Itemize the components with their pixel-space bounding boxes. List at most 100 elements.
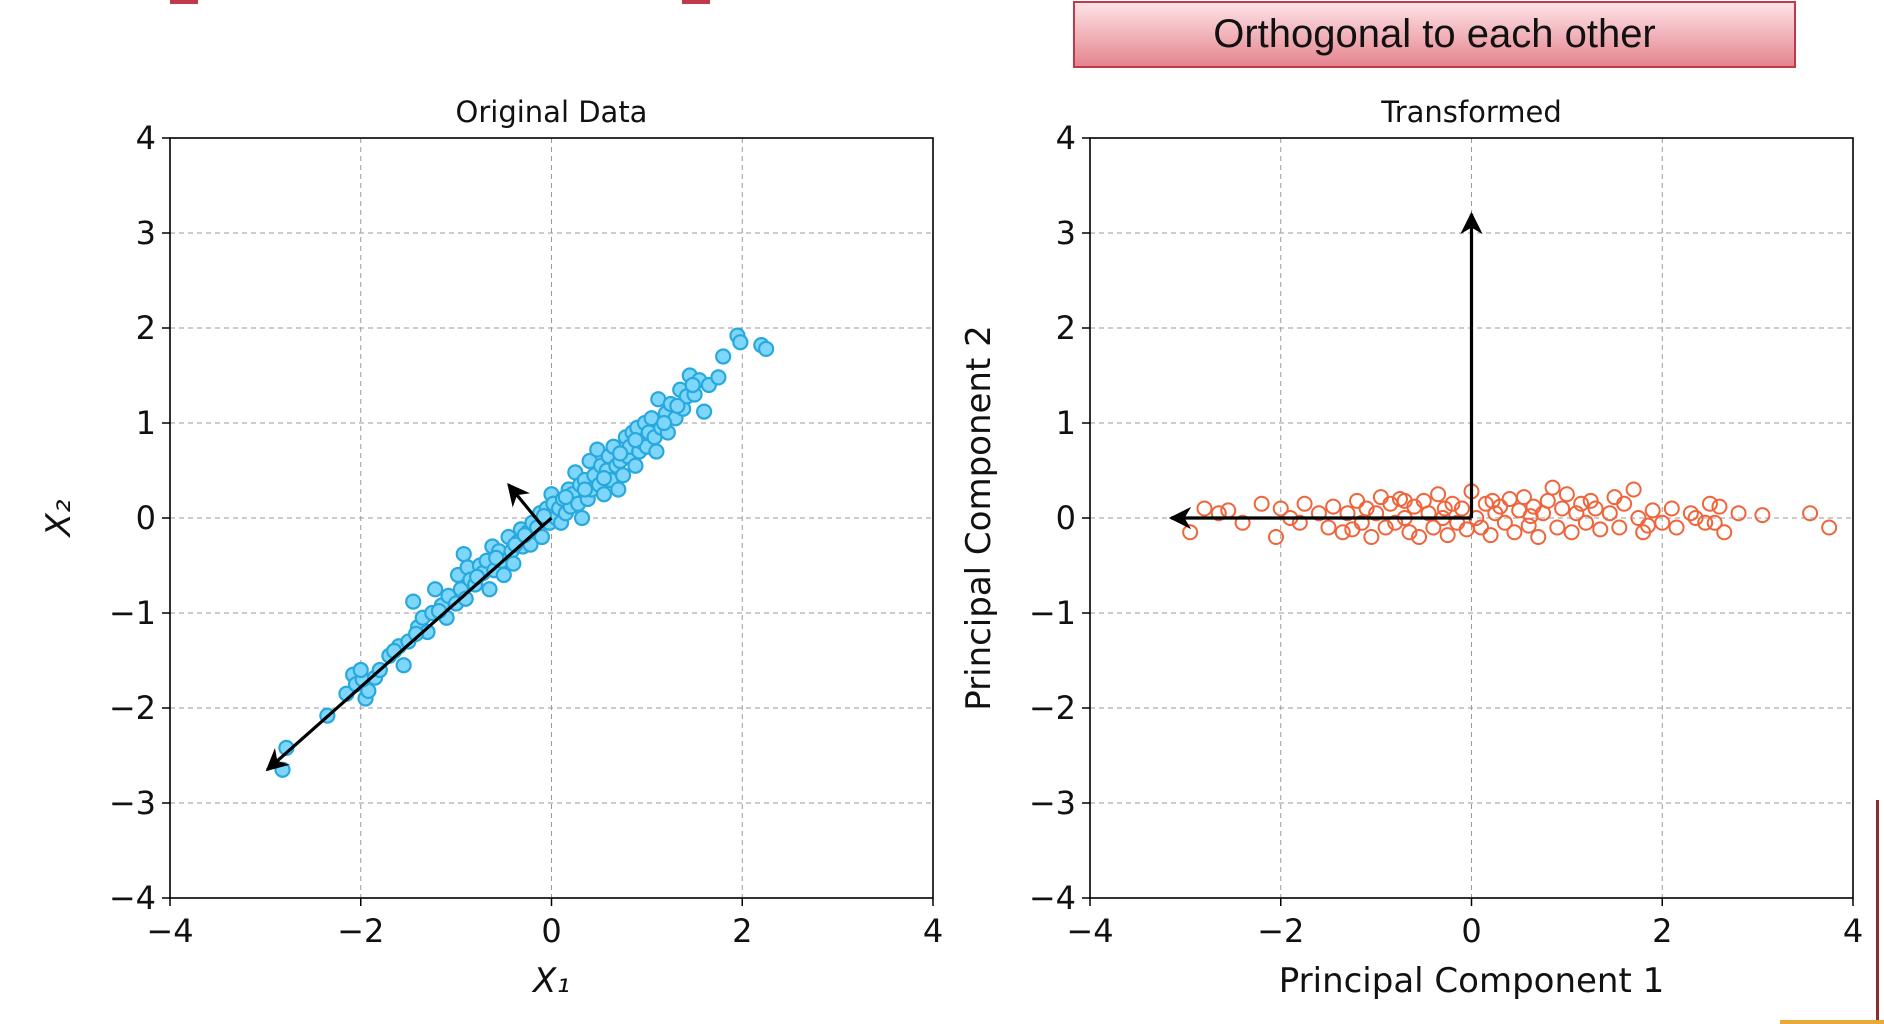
y-tick-label: 2 <box>1056 309 1076 347</box>
data-point <box>1539 492 1556 509</box>
data-point <box>1697 514 1714 531</box>
right-edge-accent <box>1876 800 1879 1024</box>
data-point <box>427 581 444 598</box>
data-point <box>395 657 412 674</box>
data-point <box>1706 514 1723 531</box>
data-point <box>1325 498 1342 515</box>
data-point <box>1291 514 1308 531</box>
x-tick-label: −4 <box>1066 912 1113 950</box>
y-tick-label: −3 <box>109 784 156 822</box>
data-point <box>1568 505 1585 522</box>
data-point <box>1296 495 1313 512</box>
data-point <box>1711 498 1728 515</box>
data-point <box>352 661 369 679</box>
y-tick-label: −4 <box>109 879 156 917</box>
data-point <box>1272 500 1289 517</box>
data-point <box>1544 479 1561 496</box>
y-axis-label: Principal Component 2 <box>959 325 999 711</box>
data-point <box>1234 514 1251 531</box>
data-point <box>1482 527 1499 544</box>
data-point <box>612 445 629 462</box>
data-point <box>1515 489 1532 506</box>
x-axis-label: X₁ <box>531 961 570 1001</box>
data-point <box>655 414 673 432</box>
data-point <box>610 481 627 498</box>
data-point <box>627 457 644 474</box>
data-point <box>405 593 422 610</box>
x-tick-label: 4 <box>1843 912 1863 950</box>
banner-orthogonal: Orthogonal to each other <box>1073 1 1796 68</box>
y-tick-label: −4 <box>1029 879 1076 917</box>
data-point <box>1554 500 1571 517</box>
x-tick-label: 2 <box>732 912 752 950</box>
data-point <box>648 443 665 460</box>
data-point <box>1625 481 1642 498</box>
data-point <box>1320 519 1337 536</box>
data-point <box>1210 505 1227 522</box>
data-point <box>1630 510 1647 526</box>
data-point <box>1349 492 1366 509</box>
data-point <box>1473 519 1490 536</box>
top-accent-stroke <box>170 0 710 4</box>
data-point <box>1339 505 1356 522</box>
y-tick-label: −1 <box>109 594 156 632</box>
data-point <box>1436 500 1453 517</box>
data-point <box>695 403 713 420</box>
y-tick-label: 0 <box>136 499 156 537</box>
data-point <box>1730 505 1747 522</box>
data-point <box>1716 524 1733 541</box>
data-point <box>732 334 749 351</box>
data-point <box>1368 505 1385 522</box>
y-tick-label: 3 <box>136 214 156 252</box>
data-point <box>1582 492 1599 509</box>
y-tick-label: −2 <box>109 689 156 727</box>
y-tick-label: 1 <box>1056 404 1076 442</box>
data-point <box>274 761 291 778</box>
data-point <box>1439 527 1456 544</box>
data-point <box>1253 495 1270 512</box>
data-point <box>1520 517 1537 534</box>
data-point <box>505 555 522 572</box>
y-tick-label: 4 <box>136 119 156 157</box>
data-point <box>1430 486 1447 503</box>
x-tick-label: −2 <box>337 912 384 950</box>
data-point <box>1663 500 1680 517</box>
data-point <box>533 528 551 546</box>
data-point <box>1196 500 1213 517</box>
chart-title: Original Data <box>456 95 648 129</box>
x-axis-label: Principal Component 1 <box>1279 961 1665 1001</box>
data-point <box>1577 514 1594 531</box>
data-point <box>407 625 425 643</box>
data-point <box>1754 507 1771 524</box>
y-axis-label: X₂ <box>39 499 79 538</box>
data-point <box>1358 500 1375 517</box>
data-point <box>495 566 512 584</box>
y-tick-label: 4 <box>1056 119 1076 157</box>
y-tick-label: −1 <box>1029 594 1076 632</box>
data-point <box>1506 524 1523 541</box>
x-tick-label: 2 <box>1652 912 1672 950</box>
y-tick-label: 0 <box>1056 499 1076 537</box>
data-point <box>715 348 732 365</box>
chart-original-data: −4 −2 0 2 4 −4 −3 −2 −1 0 1 2 3 4 Original Data X₁ X₂ <box>39 95 943 1001</box>
chart-transformed: −4 −2 0 2 4 −4 −3 −2 −1 0 1 2 3 4 Transformed Principal… <box>959 95 1863 1001</box>
x-tick-label: −2 <box>1257 912 1304 950</box>
x-tick-label: 0 <box>541 912 561 950</box>
data-point <box>1484 492 1501 509</box>
data-point <box>1525 498 1542 515</box>
data-point <box>1592 521 1609 538</box>
data-point <box>455 545 472 563</box>
data-point <box>1396 492 1413 509</box>
data-point <box>573 509 591 527</box>
data-point <box>684 376 701 394</box>
data-point <box>1522 508 1539 525</box>
data-point <box>757 340 775 357</box>
data-point <box>1644 502 1661 519</box>
data-point <box>1425 519 1442 536</box>
data-point <box>1453 500 1470 517</box>
x-tick-label: −4 <box>146 912 193 950</box>
data-point <box>595 470 613 487</box>
y-tick-label: 3 <box>1056 214 1076 252</box>
data-point <box>627 432 644 449</box>
